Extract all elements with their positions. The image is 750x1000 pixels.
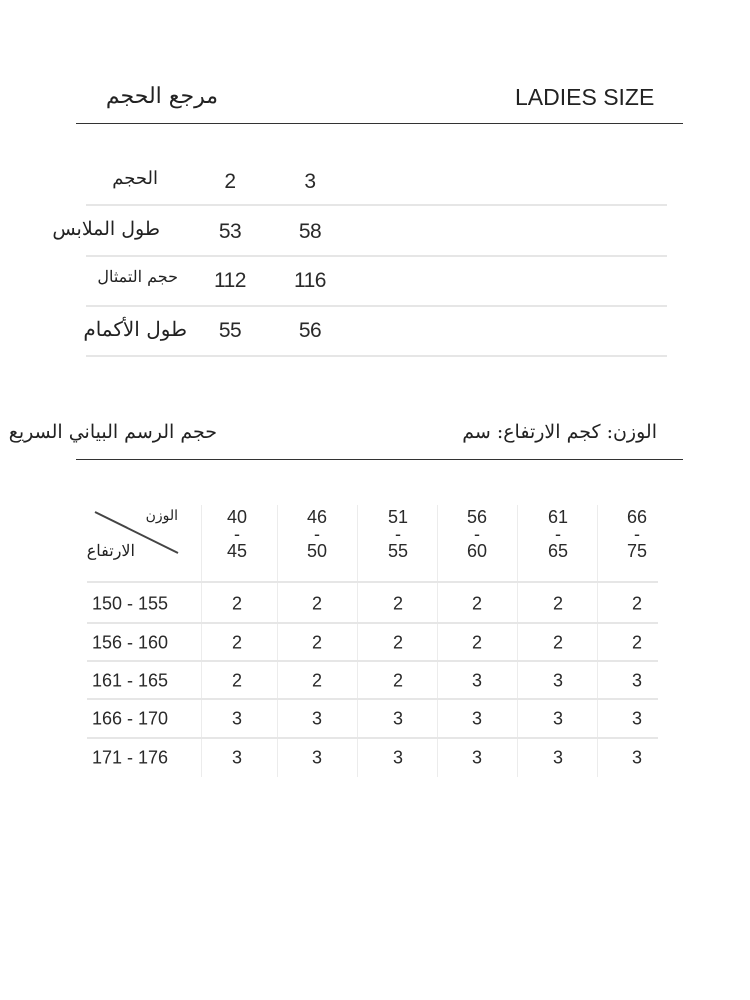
- height-range-label: 161 - 165: [92, 670, 169, 691]
- size-row-value: 116: [294, 269, 326, 292]
- size-cell: 3: [471, 747, 483, 768]
- corner-weight-label: الوزن: [145, 508, 178, 524]
- header-divider: [76, 123, 683, 124]
- weight-from: 40: [226, 507, 248, 527]
- size-cell: 3: [231, 747, 243, 768]
- size-cell: 3: [392, 708, 404, 729]
- weight-sep: -: [234, 524, 240, 544]
- size-cell: 2: [392, 593, 404, 614]
- size-row-label: حجم التمثال: [97, 267, 178, 286]
- column-divider: [597, 505, 598, 777]
- row-divider: [86, 255, 667, 257]
- weight-to: 60: [466, 541, 488, 561]
- size-cell: 3: [471, 670, 483, 691]
- column-divider: [357, 505, 358, 777]
- weight-from: 46: [306, 507, 328, 527]
- weight-from: 66: [626, 507, 648, 527]
- weight-column-header: 40-45: [226, 507, 248, 561]
- size-row-value: 3: [304, 170, 316, 193]
- size-cell: 3: [631, 747, 643, 768]
- corner-height-label: الارتفاع: [86, 541, 135, 560]
- size-row-value: 53: [218, 220, 242, 243]
- grid-row-divider: [87, 581, 658, 583]
- size-cell: 3: [311, 747, 323, 768]
- size-cell: 3: [631, 708, 643, 729]
- weight-sep: -: [634, 524, 640, 544]
- size-cell: 2: [311, 632, 323, 653]
- weight-to: 45: [226, 541, 248, 561]
- column-divider: [437, 505, 438, 777]
- size-cell: 3: [552, 747, 564, 768]
- size-cell: 3: [392, 747, 404, 768]
- grid-row-divider: [87, 698, 658, 700]
- size-cell: 2: [631, 593, 643, 614]
- weight-from: 61: [547, 507, 569, 527]
- row-divider: [86, 204, 667, 206]
- size-cell: 3: [231, 708, 243, 729]
- row-divider: [86, 355, 667, 357]
- weight-sep: -: [314, 524, 320, 544]
- weight-sep: -: [474, 524, 480, 544]
- height-range-label: 150 - 155: [92, 593, 169, 614]
- size-row-label: طول الملابس: [52, 218, 160, 240]
- size-cell: 2: [231, 670, 243, 691]
- height-range-label: 156 - 160: [92, 632, 169, 653]
- quick-chart-title: حجم الرسم البياني السريع: [8, 421, 217, 443]
- size-row-label: طول الأكمام: [83, 317, 187, 341]
- row-divider: [86, 305, 667, 307]
- size-row-value: 56: [298, 319, 322, 342]
- weight-column-header: 56-60: [466, 507, 488, 561]
- weight-column-header: 66-75: [626, 507, 648, 561]
- weight-column-header: 61-65: [547, 507, 569, 561]
- weight-from: 51: [387, 507, 409, 527]
- height-range-label: 171 - 176: [92, 747, 169, 768]
- size-cell: 2: [231, 632, 243, 653]
- column-divider: [201, 505, 202, 777]
- grid-row-divider: [87, 660, 658, 662]
- size-cell: 3: [552, 670, 564, 691]
- size-cell: 2: [471, 593, 483, 614]
- size-cell: 2: [231, 593, 243, 614]
- weight-to: 55: [387, 541, 409, 561]
- size-cell: 3: [552, 708, 564, 729]
- size-row-value: 2: [224, 170, 236, 193]
- weight-from: 56: [466, 507, 488, 527]
- size-cell: 2: [311, 670, 323, 691]
- size-cell: 2: [311, 593, 323, 614]
- size-reference-title-ar: مرجع الحجم: [105, 84, 218, 109]
- column-divider: [517, 505, 518, 777]
- size-row-value: 58: [298, 220, 322, 243]
- size-row-label: الحجم: [112, 168, 158, 189]
- size-cell: 2: [392, 670, 404, 691]
- ladies-size-title: LADIES SIZE: [515, 84, 655, 110]
- quick-chart-divider: [76, 459, 683, 460]
- grid-row-divider: [87, 737, 658, 739]
- column-divider: [277, 505, 278, 777]
- weight-to: 50: [306, 541, 328, 561]
- size-cell: 2: [392, 632, 404, 653]
- size-cell: 2: [552, 632, 564, 653]
- weight-to: 75: [626, 541, 648, 561]
- weight-column-header: 51-55: [387, 507, 409, 561]
- weight-sep: -: [555, 524, 561, 544]
- size-row-value: 112: [214, 269, 246, 292]
- grid-row-divider: [87, 622, 658, 624]
- size-row-value: 55: [218, 319, 242, 342]
- weight-to: 65: [547, 541, 569, 561]
- size-cell: 2: [631, 632, 643, 653]
- height-range-label: 166 - 170: [92, 708, 169, 729]
- weight-sep: -: [395, 524, 401, 544]
- weight-column-header: 46-50: [306, 507, 328, 561]
- size-cell: 3: [631, 670, 643, 691]
- size-cell: 3: [471, 708, 483, 729]
- units-note: الوزن: كجم الارتفاع: سم: [462, 421, 657, 443]
- size-cell: 3: [311, 708, 323, 729]
- size-cell: 2: [552, 593, 564, 614]
- size-cell: 2: [471, 632, 483, 653]
